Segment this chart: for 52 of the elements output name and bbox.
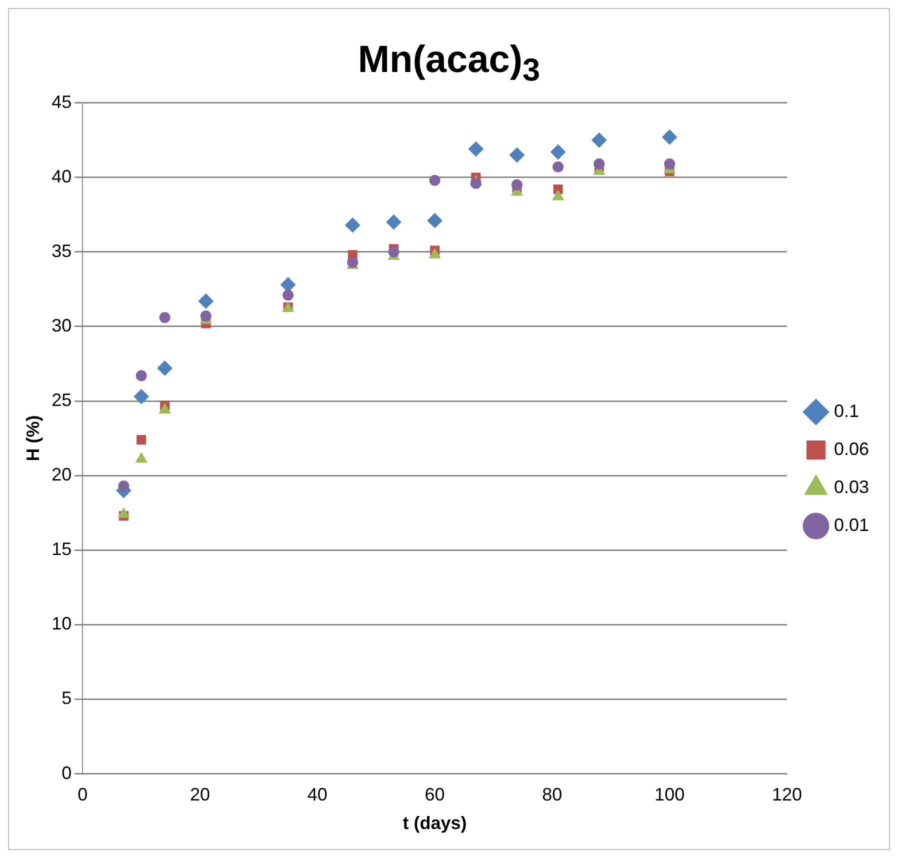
point xyxy=(159,312,170,323)
x-tick-label: 40 xyxy=(307,784,328,804)
point xyxy=(159,403,170,414)
point xyxy=(429,174,440,186)
point xyxy=(552,161,564,172)
point xyxy=(134,388,149,404)
point xyxy=(664,158,676,170)
point xyxy=(592,132,607,148)
y-tick-label: 0 xyxy=(62,762,72,782)
legend-label: 0.03 xyxy=(834,476,870,497)
x-tick-label: 60 xyxy=(424,784,445,804)
x-tick-label: 100 xyxy=(654,784,685,804)
point xyxy=(509,147,524,162)
point xyxy=(280,276,296,292)
y-tick-label: 20 xyxy=(52,464,72,484)
point xyxy=(157,360,172,376)
point xyxy=(388,246,400,258)
x-tick-label: 80 xyxy=(542,784,562,804)
point xyxy=(118,507,130,518)
x-axis-title: t (days) xyxy=(402,812,467,833)
y-tick-label: 5 xyxy=(62,688,72,708)
point xyxy=(136,452,148,462)
legend-label: 0.01 xyxy=(834,514,870,535)
y-tick-label: 25 xyxy=(52,390,72,410)
point xyxy=(468,141,484,156)
y-tick-label: 15 xyxy=(52,538,72,559)
point xyxy=(470,177,482,188)
y-tick-label: 45 xyxy=(52,91,72,112)
y-tick-label: 10 xyxy=(52,613,72,634)
point xyxy=(594,158,605,170)
legend-label: 0.1 xyxy=(834,400,859,421)
point xyxy=(198,293,214,308)
y-axis-title: H (%) xyxy=(22,414,43,461)
point xyxy=(550,144,566,160)
point xyxy=(427,212,442,228)
point xyxy=(282,289,294,300)
point xyxy=(386,214,402,230)
point xyxy=(511,178,522,190)
point xyxy=(662,129,678,144)
x-tick-label: 120 xyxy=(772,784,802,804)
y-tick-label: 35 xyxy=(52,240,72,260)
y-tick-label: 40 xyxy=(52,166,72,186)
y-tick-label: 30 xyxy=(52,315,72,336)
point xyxy=(118,480,130,492)
point xyxy=(136,370,147,381)
chart-title: Mn(acac)$_{3}$ xyxy=(356,38,542,89)
point xyxy=(345,217,360,232)
x-tick-label: 20 xyxy=(190,784,210,804)
legend-label: 0.06 xyxy=(834,438,870,459)
point xyxy=(136,434,146,444)
x-tick-label: 0 xyxy=(78,784,88,804)
point xyxy=(200,310,212,322)
